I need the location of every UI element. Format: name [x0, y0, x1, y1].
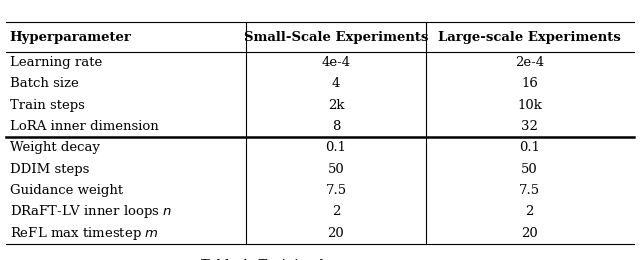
Text: Batch size: Batch size [10, 77, 78, 90]
Text: Weight decay: Weight decay [10, 141, 100, 154]
Text: Guidance weight: Guidance weight [10, 184, 123, 197]
Text: 2: 2 [525, 205, 534, 218]
Text: DDIM steps: DDIM steps [10, 163, 89, 176]
Text: 20: 20 [521, 227, 538, 240]
Text: 32: 32 [521, 120, 538, 133]
Text: Table 1: Training hyperparameters.: Table 1: Training hyperparameters. [201, 259, 439, 260]
Text: DRaFT-LV inner loops $n$: DRaFT-LV inner loops $n$ [10, 203, 172, 220]
Text: Small-Scale Experiments: Small-Scale Experiments [244, 30, 428, 43]
Text: 0.1: 0.1 [326, 141, 346, 154]
Text: Learning rate: Learning rate [10, 56, 102, 69]
Text: Hyperparameter: Hyperparameter [10, 30, 131, 43]
Text: LoRA inner dimension: LoRA inner dimension [10, 120, 158, 133]
Text: Large-scale Experiments: Large-scale Experiments [438, 30, 621, 43]
Text: 2k: 2k [328, 99, 344, 112]
Text: 50: 50 [521, 163, 538, 176]
Text: 4e-4: 4e-4 [321, 56, 351, 69]
Text: 7.5: 7.5 [325, 184, 347, 197]
Text: 2: 2 [332, 205, 340, 218]
Text: 8: 8 [332, 120, 340, 133]
Text: 4: 4 [332, 77, 340, 90]
Text: 10k: 10k [517, 99, 542, 112]
Text: 16: 16 [521, 77, 538, 90]
Text: 0.1: 0.1 [519, 141, 540, 154]
Text: 2e-4: 2e-4 [515, 56, 544, 69]
Text: ReFL max timestep $m$: ReFL max timestep $m$ [10, 225, 158, 242]
Text: Train steps: Train steps [10, 99, 84, 112]
Text: 7.5: 7.5 [519, 184, 540, 197]
Text: 20: 20 [328, 227, 344, 240]
Text: 50: 50 [328, 163, 344, 176]
